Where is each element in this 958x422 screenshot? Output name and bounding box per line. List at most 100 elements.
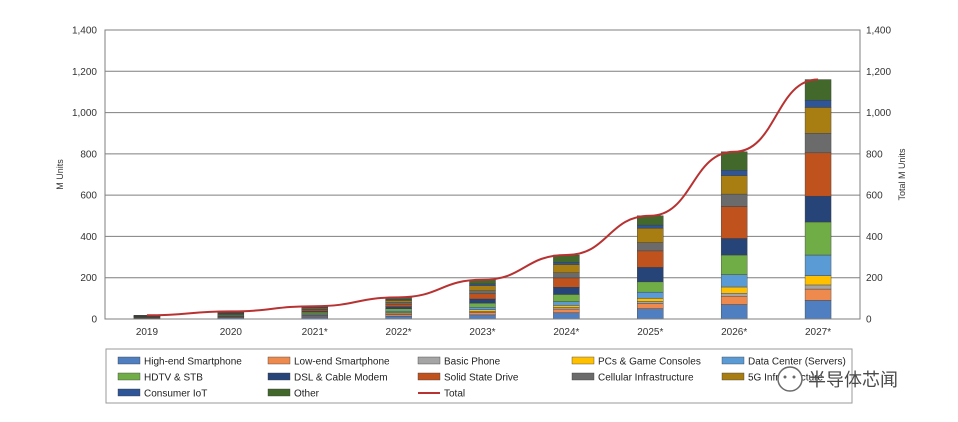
y2-tick-label: 400: [866, 232, 883, 243]
bar-segment: [553, 307, 580, 310]
bar-segment: [720, 274, 748, 288]
plot-frame: [104, 29, 861, 320]
y-tick-label: 0: [91, 315, 97, 326]
watermark: 半导体芯闻: [777, 366, 898, 392]
legend: High-end Smartphone Low-end Smartphone Bas…: [105, 348, 853, 404]
axes: 0 200 400 600 800 1,000 1,200 1,400 0 200 400 600 80…: [72, 26, 891, 339]
legend-swatch: [721, 356, 745, 365]
legend-swatch: [721, 372, 745, 381]
bar-segment: [385, 314, 412, 317]
legend-label: HDTV & STB: [144, 373, 203, 384]
y2-tick-label: 0: [866, 315, 872, 326]
bar-segment: [553, 312, 580, 320]
y-tick-label: 1,000: [72, 108, 97, 119]
legend-swatch: [571, 372, 595, 381]
bar-segment: [385, 308, 412, 312]
bar-segment: [637, 242, 664, 252]
bar-segment: [720, 292, 748, 297]
legend-label: Basic Phone: [444, 357, 501, 368]
bar-segment: [553, 294, 580, 302]
total-line-path: [146, 78, 819, 317]
bar-segment: [553, 287, 580, 295]
legend-label: Other: [294, 389, 320, 400]
x-tick-label: 2019: [136, 327, 159, 338]
bar-segment: [804, 107, 832, 134]
wechat-icon: [777, 366, 803, 392]
bar-segment: [469, 302, 496, 308]
legend-label: Low-end Smartphone: [294, 357, 390, 368]
bar-segment: [637, 250, 664, 268]
bar-segment: [804, 254, 832, 276]
bar-segment: [804, 79, 832, 101]
bar-segment: [804, 300, 832, 320]
x-tick-label: 2022*: [386, 327, 412, 338]
bar-segment: [720, 206, 748, 239]
bar-segment: [637, 301, 664, 304]
bar-segment: [553, 308, 580, 314]
bar-segment: [804, 195, 832, 223]
bar-segment: [385, 310, 412, 314]
bar-segment: [637, 308, 664, 320]
legend-swatch: [117, 356, 141, 365]
x-tick-label: 2023*: [469, 327, 495, 338]
bar-segment: [804, 221, 832, 256]
bar-segment: [385, 300, 412, 303]
bar-segment: [637, 227, 664, 243]
x-tick-label: 2025*: [637, 327, 663, 338]
bar-segment: [804, 99, 832, 108]
bar-segment: [804, 152, 832, 197]
legend-label: Total: [444, 389, 465, 400]
bar-segment: [553, 272, 580, 279]
wechat-icon-eye: [783, 375, 787, 379]
y-axis-title: M Units: [55, 159, 65, 190]
legend-label: Cellular Infrastructure: [598, 373, 694, 384]
legend-swatch: [267, 388, 291, 397]
bar-segment: [553, 262, 580, 265]
bar-segment: [720, 238, 748, 256]
y-tick-label: 200: [80, 273, 97, 284]
legend-swatch: [267, 356, 291, 365]
bar-segment: [637, 291, 664, 299]
y2-tick-label: 800: [866, 149, 883, 160]
bar-segment: [469, 283, 496, 286]
legend-swatch: [117, 372, 141, 381]
legend-swatch: [417, 372, 441, 381]
bar-segment: [637, 281, 664, 293]
bar-segment: [804, 288, 832, 301]
x-tick-label: 2024*: [553, 327, 579, 338]
bar-segment: [720, 254, 748, 275]
bar-segment: [385, 303, 412, 307]
y2-tick-label: 200: [866, 273, 883, 284]
y2-tick-label: 1,400: [866, 26, 891, 37]
bar-segment: [469, 290, 496, 295]
x-tick-label: 2021*: [302, 327, 328, 338]
bar-segment: [301, 311, 328, 315]
x-tick-label: 2020: [220, 327, 243, 338]
y-tick-label: 1,400: [72, 26, 97, 37]
bar-segment: [469, 285, 496, 291]
bar-segment: [469, 314, 496, 320]
bar-segment: [804, 133, 832, 154]
legend-swatch: [117, 388, 141, 397]
bar-segment: [804, 284, 832, 290]
bar-segment: [469, 307, 496, 310]
stacked-bars: [133, 79, 832, 320]
x-tick-label: 2027*: [805, 327, 831, 338]
y-tick-label: 400: [80, 232, 97, 243]
bar-segment: [720, 286, 748, 294]
legend-label: Data Center (Servers): [748, 357, 846, 368]
bar-segment: [720, 151, 748, 171]
bar-segment: [637, 267, 664, 283]
bar-segment: [469, 309, 496, 312]
bar-segment: [385, 306, 412, 309]
y-tick-label: 1,200: [72, 67, 97, 78]
bar-segment: [720, 175, 748, 195]
wechat-icon-eye: [792, 375, 796, 379]
bar-segment: [385, 302, 412, 305]
legend-swatch: [267, 372, 291, 381]
bar-segment: [637, 298, 664, 302]
bar-segment: [553, 277, 580, 288]
bar-segment: [804, 275, 832, 286]
bar-segment: [637, 224, 664, 229]
bar-segment: [553, 301, 580, 306]
